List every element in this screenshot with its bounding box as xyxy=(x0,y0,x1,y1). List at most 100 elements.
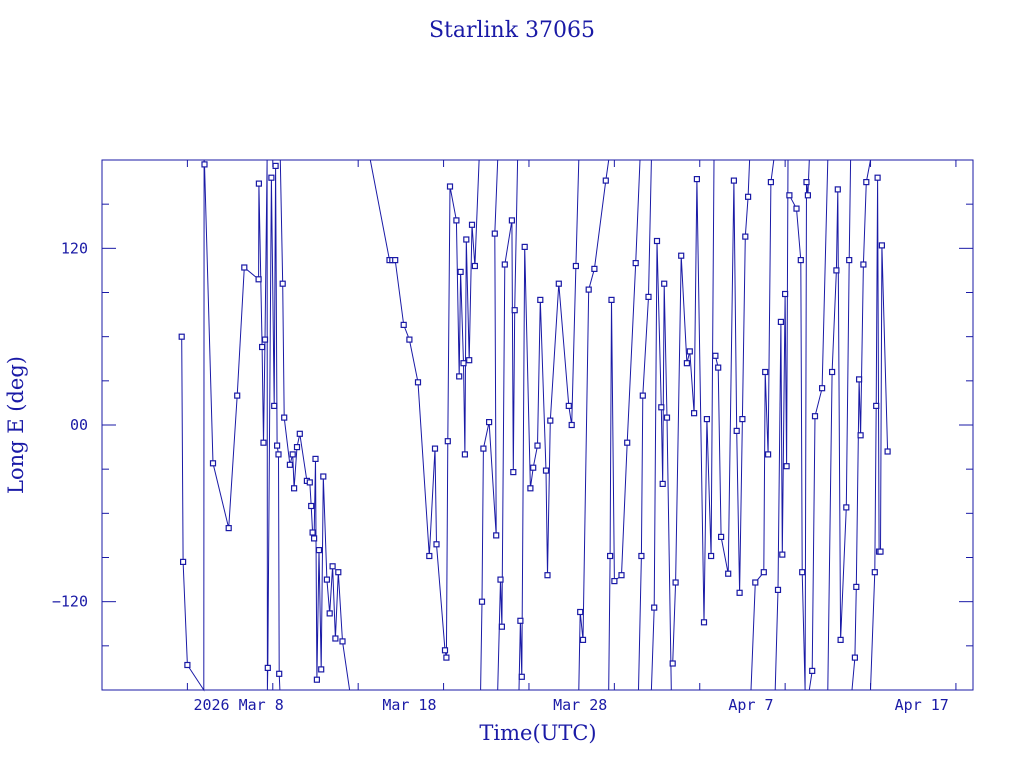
data-point xyxy=(608,296,615,303)
data-point xyxy=(834,186,841,193)
data-point xyxy=(441,647,449,654)
series-segment xyxy=(279,159,351,691)
data-point xyxy=(781,290,789,298)
data-point xyxy=(511,307,518,314)
data-point xyxy=(833,267,840,274)
plot-frame xyxy=(101,159,974,691)
data-point xyxy=(400,321,407,328)
data-point xyxy=(184,661,191,669)
data-point xyxy=(855,376,863,383)
data-point xyxy=(339,638,346,645)
data-point xyxy=(501,261,508,268)
data-point xyxy=(760,569,767,576)
data-point xyxy=(335,569,342,576)
data-point xyxy=(693,176,701,183)
series-line xyxy=(870,177,889,691)
series-segment xyxy=(750,159,775,691)
data-point xyxy=(783,463,790,470)
series-line xyxy=(851,159,871,691)
y-tick-label: 00 xyxy=(70,416,88,434)
data-point xyxy=(730,177,738,184)
data-point xyxy=(537,296,544,303)
data-point xyxy=(433,541,440,548)
data-point xyxy=(658,404,665,411)
data-point xyxy=(271,402,278,409)
series-segment xyxy=(851,159,871,691)
data-point xyxy=(777,318,785,325)
series-segment xyxy=(827,159,853,691)
data-point xyxy=(275,451,282,458)
data-point xyxy=(178,333,185,340)
data-point xyxy=(744,193,752,200)
series-line xyxy=(497,159,519,691)
data-point xyxy=(234,392,241,399)
data-point xyxy=(209,460,217,467)
data-point xyxy=(725,570,732,577)
data-point xyxy=(828,368,836,376)
data-point xyxy=(527,485,534,492)
data-point xyxy=(678,252,685,259)
data-point xyxy=(260,439,267,446)
data-point xyxy=(733,427,740,434)
series-line xyxy=(750,159,775,691)
data-point xyxy=(259,343,266,351)
series-segment xyxy=(478,159,500,691)
data-point xyxy=(804,192,812,199)
data-point xyxy=(736,589,743,596)
x-tick-label: Mar 28 xyxy=(553,696,607,714)
data-point xyxy=(851,654,859,661)
data-point xyxy=(534,442,541,449)
x-tick-label: Apr 7 xyxy=(728,696,773,714)
series-line xyxy=(181,159,281,692)
data-point xyxy=(289,451,296,458)
data-point xyxy=(565,402,572,409)
data-point xyxy=(878,242,886,249)
series-segment xyxy=(577,159,610,691)
series-line xyxy=(808,159,829,691)
data-point xyxy=(818,385,826,392)
series-segment xyxy=(517,159,580,691)
series-segment xyxy=(786,159,812,691)
data-point xyxy=(326,610,333,617)
data-point xyxy=(568,421,575,429)
data-point xyxy=(873,402,880,409)
y-axis-label: Long E (deg) xyxy=(4,356,28,494)
x-axis-label: Time(UTC) xyxy=(479,721,596,745)
data-point xyxy=(547,417,554,424)
x-tick-label: Mar 18 xyxy=(382,696,436,714)
data-point xyxy=(312,455,319,462)
data-point xyxy=(518,673,525,680)
series-segment xyxy=(638,159,652,691)
data-point xyxy=(293,444,301,451)
data-point xyxy=(877,548,884,555)
data-point xyxy=(498,623,505,630)
data-point xyxy=(853,583,860,591)
data-point xyxy=(683,360,691,367)
series-line xyxy=(714,159,751,593)
data-point xyxy=(508,217,515,224)
data-point xyxy=(329,563,336,570)
data-point xyxy=(618,572,625,579)
y-tick-label: −120 xyxy=(52,593,88,611)
data-point xyxy=(857,432,864,439)
data-point xyxy=(279,280,286,287)
data-point xyxy=(308,502,315,510)
y-tick-label: 120 xyxy=(61,239,88,257)
data-point xyxy=(762,368,769,376)
data-point xyxy=(632,260,639,267)
data-point xyxy=(863,179,870,186)
axis-ticks xyxy=(101,160,973,690)
data-point xyxy=(797,257,804,264)
data-point xyxy=(323,576,330,583)
data-point xyxy=(530,464,537,471)
data-point xyxy=(261,336,269,343)
data-point xyxy=(272,162,279,169)
data-point xyxy=(306,479,313,486)
data-point xyxy=(686,348,693,355)
data-point xyxy=(874,174,881,181)
data-point xyxy=(443,654,450,661)
series-segment xyxy=(808,159,829,691)
data-point xyxy=(712,352,719,359)
data-point xyxy=(871,569,878,576)
